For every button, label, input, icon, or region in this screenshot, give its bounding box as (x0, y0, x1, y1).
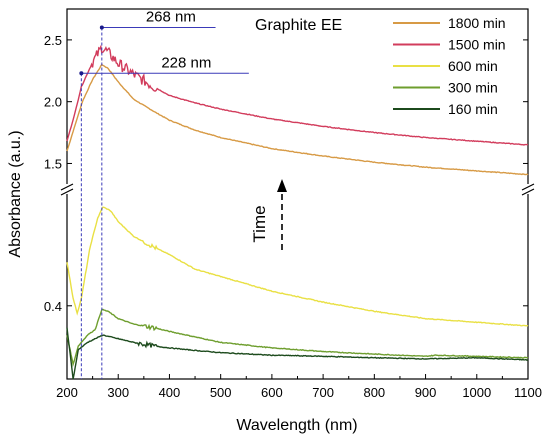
x-tick-label-3: 500 (210, 385, 232, 400)
x-tick-label-7: 900 (415, 385, 437, 400)
series-layer (66, 44, 529, 380)
time-arrow-head (277, 179, 287, 192)
x-tick-label-6: 800 (363, 385, 385, 400)
y-axis-title: Absorbance (a.u.) (7, 130, 24, 257)
x-tick-label-2: 400 (159, 385, 181, 400)
annotation-label-1: 228 nm (161, 54, 211, 71)
axis-break-mark-a-1 (521, 183, 535, 191)
legend-label-0: 1800 min (448, 15, 506, 31)
x-tick-label-9: 1100 (514, 385, 542, 400)
axis-break-gap-0 (60, 184, 74, 194)
axis-layer: 200 300 400 500 600 700 800 900 1000 1100 2.5 2.0 1.… (44, 33, 542, 400)
annotation-label-0: 268 nm (146, 9, 196, 26)
series-line-3 (66, 308, 529, 368)
axis-break-mark-b-0 (60, 188, 74, 196)
series-line-1 (66, 44, 529, 146)
legend: 1800 min 1500 min 600 min 300 min 160 min (393, 15, 506, 117)
x-tick-label-0: 200 (56, 385, 78, 400)
marker-dot-1 (79, 71, 84, 76)
x-tick-label-8: 1000 (462, 385, 491, 400)
chart-title: Graphite EE (255, 17, 342, 34)
series-line-0 (66, 63, 529, 176)
series-line-2 (66, 206, 529, 327)
x-tick-label-4: 600 (261, 385, 283, 400)
axis-break-mark-b-1 (521, 188, 535, 196)
x-tick-label-5: 700 (312, 385, 334, 400)
marker-dot-0 (99, 25, 104, 30)
time-label: Time (250, 205, 269, 242)
legend-label-4: 160 min (448, 101, 498, 117)
series-line-4 (66, 327, 529, 380)
time-arrow (277, 179, 287, 250)
y-upper-tick-label-2: 1.5 (44, 156, 62, 171)
legend-label-2: 600 min (448, 58, 498, 74)
x-tick-label-1: 300 (107, 385, 129, 400)
y-lower-tick-label-0: 0.4 (44, 299, 62, 314)
axis-break-gap-1 (521, 184, 535, 194)
legend-label-1: 1500 min (448, 37, 506, 53)
x-axis-title: Wavelength (nm) (236, 417, 357, 434)
y-upper-tick-label-1: 2.0 (44, 95, 62, 110)
y-upper-tick-label-0: 2.5 (44, 33, 62, 48)
annotation-layer: 268 nm 228 nm (79, 9, 249, 379)
axis-break-mark-a-0 (60, 183, 74, 191)
legend-label-3: 300 min (448, 80, 498, 96)
